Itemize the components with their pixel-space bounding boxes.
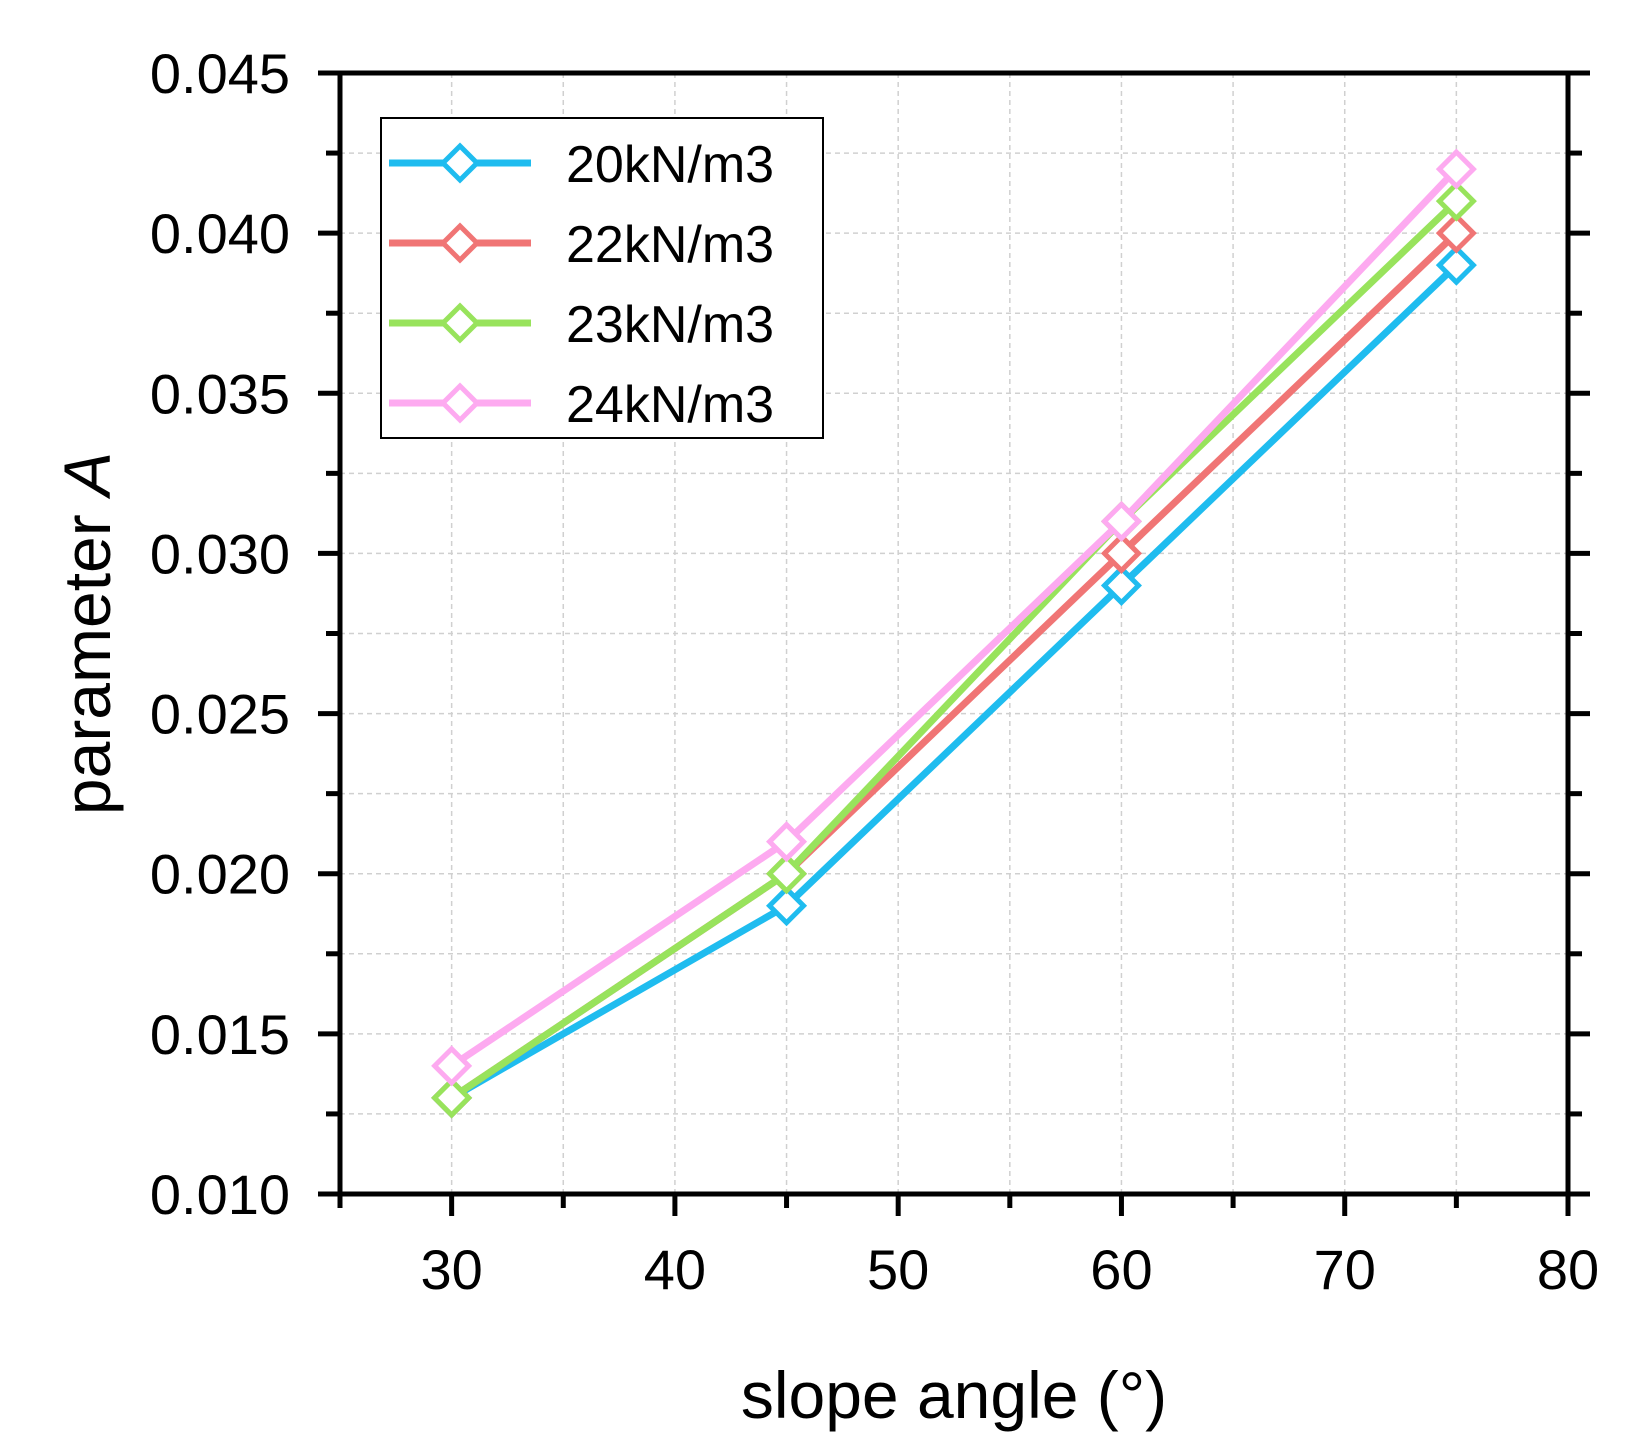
legend: 20kN/m3 22kN/m3 23kN/m3 24kN/m3 [380,117,824,439]
x-tick-label: 30 [420,1238,482,1301]
x-tick-labels: 30 40 50 60 70 80 [420,1238,1599,1301]
plot-frame [337,70,1571,1197]
legend-entry: 23kN/m3 [389,296,774,354]
y-tick-label: 0.045 [150,42,290,105]
data-point-diamond [766,853,808,895]
y-tick-label: 0.040 [150,202,290,265]
data-point-diamond [1435,244,1477,286]
legend-marker-diamond [439,302,481,344]
series-4 [431,148,1477,1087]
x-tick-label: 40 [644,1238,706,1301]
legend-marker-diamond [439,222,481,264]
legend-entry: 22kN/m3 [389,216,774,274]
series-line [449,262,1459,1101]
x-axis-title: slope angle (°) [741,1358,1167,1432]
data-point-diamond [1435,180,1477,222]
legend-entry: 20kN/m3 [389,136,774,194]
data-point-diamond [431,1077,473,1119]
y-tick-label: 0.025 [150,683,290,746]
legend-label: 24kN/m3 [566,376,774,434]
data-point-diamond [766,885,808,927]
legend-marker-diamond [439,382,481,424]
legend-entry: 24kN/m3 [389,376,774,434]
y-tick-labels: 0.010 0.015 0.020 0.025 0.030 0.035 0.040 0.045 [150,42,290,1226]
y-tick-label: 0.020 [150,843,290,906]
x-tick-label: 70 [1314,1238,1376,1301]
series-group [431,148,1477,1119]
y-tick-label: 0.015 [150,1003,290,1066]
y-tick-label: 0.010 [150,1163,290,1226]
x-tick-label: 50 [867,1238,929,1301]
data-point-diamond [1100,532,1142,574]
x-tick-label: 60 [1090,1238,1152,1301]
data-point-diamond [766,821,808,863]
data-point-diamond [1435,148,1477,190]
legend-marker-diamond [439,142,481,184]
legend-label: 20kN/m3 [566,136,774,194]
series-line [449,198,1459,1101]
y-tick-label: 0.035 [150,362,290,425]
data-point-diamond [431,1045,473,1087]
data-point-diamond [1100,564,1142,606]
x-tick-label: 80 [1537,1238,1599,1301]
y-tick-label: 0.030 [150,522,290,585]
data-point-diamond [1435,212,1477,254]
data-point-diamond [1100,500,1142,542]
legend-label: 23kN/m3 [566,296,774,354]
y-axis-title-italic: A [50,452,124,500]
y-axis-title-prefix: parameter [50,496,124,815]
series-line [449,166,1459,1069]
y-axis-title: parameter A [50,452,124,815]
legend-label: 22kN/m3 [566,216,774,274]
